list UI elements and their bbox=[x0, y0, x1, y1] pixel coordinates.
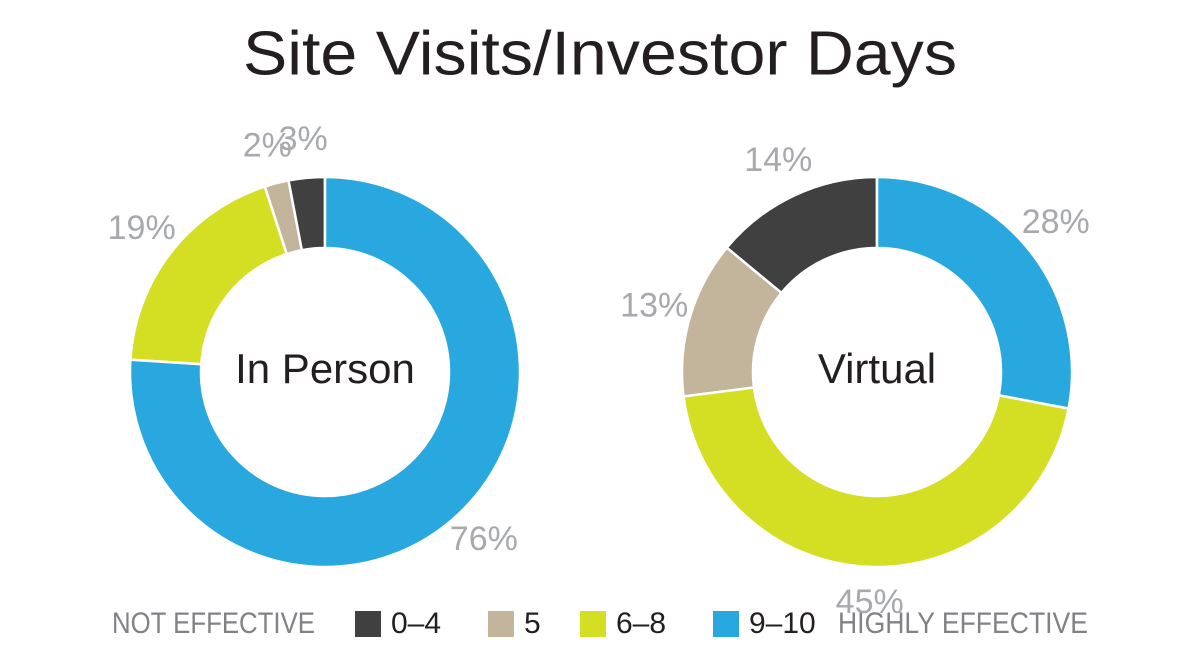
legend-entry: 6–8 bbox=[616, 607, 666, 640]
donut-segment bbox=[682, 386, 1071, 569]
legend-entry: 5 bbox=[524, 607, 541, 640]
value-label: 2% bbox=[243, 126, 292, 164]
legend-entry: 0–4 bbox=[391, 607, 441, 640]
center-label: In Person bbox=[235, 345, 415, 392]
value-label: 19% bbox=[108, 209, 176, 247]
donut-segment bbox=[128, 175, 522, 569]
legend-entry: 9–10 bbox=[749, 607, 816, 640]
legend-left-label: NOT EFFECTIVE bbox=[112, 607, 315, 640]
value-label: 3% bbox=[279, 120, 328, 158]
legend-swatch bbox=[488, 611, 514, 637]
legend-swatch bbox=[580, 611, 606, 637]
legend-right-label: HIGHLY EFFECTIVE bbox=[838, 607, 1088, 640]
chart-title: Site Visits/Investor Days bbox=[243, 19, 957, 88]
value-label: 76% bbox=[450, 520, 518, 558]
center-label: Virtual bbox=[818, 345, 936, 392]
value-label: 28% bbox=[1022, 203, 1090, 241]
value-label: 14% bbox=[744, 141, 812, 179]
donut-segment bbox=[129, 184, 289, 366]
value-label: 45% bbox=[836, 583, 904, 621]
donut-segment bbox=[875, 175, 1074, 411]
legend-swatch bbox=[713, 611, 739, 637]
value-label: 13% bbox=[620, 286, 688, 324]
legend-swatch bbox=[355, 611, 381, 637]
